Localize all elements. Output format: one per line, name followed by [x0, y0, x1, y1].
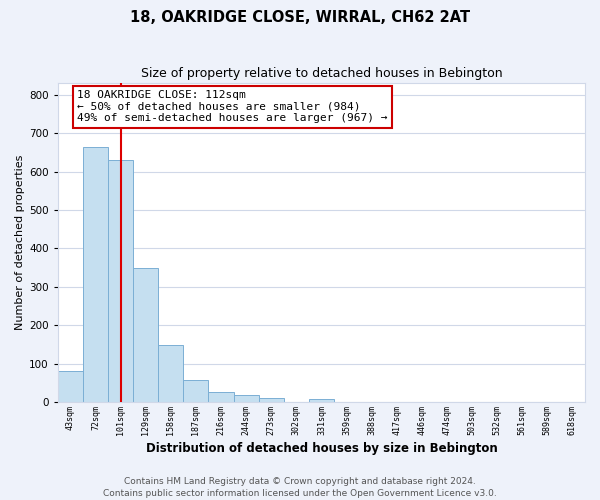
Bar: [309, 399, 334, 402]
Bar: [58, 370, 83, 402]
Bar: [208, 392, 233, 402]
Bar: [158, 346, 184, 403]
Text: 18 OAKRIDGE CLOSE: 112sqm
← 50% of detached houses are smaller (984)
49% of semi: 18 OAKRIDGE CLOSE: 112sqm ← 50% of detac…: [77, 90, 388, 123]
Bar: [133, 268, 158, 402]
Text: 18, OAKRIDGE CLOSE, WIRRAL, CH62 2AT: 18, OAKRIDGE CLOSE, WIRRAL, CH62 2AT: [130, 10, 470, 25]
Title: Size of property relative to detached houses in Bebington: Size of property relative to detached ho…: [140, 68, 502, 80]
Text: Contains HM Land Registry data © Crown copyright and database right 2024.
Contai: Contains HM Land Registry data © Crown c…: [103, 476, 497, 498]
Bar: [233, 396, 259, 402]
Bar: [108, 160, 133, 402]
Bar: [184, 380, 208, 402]
Bar: [83, 148, 108, 402]
Bar: [259, 398, 284, 402]
Y-axis label: Number of detached properties: Number of detached properties: [15, 155, 25, 330]
X-axis label: Distribution of detached houses by size in Bebington: Distribution of detached houses by size …: [146, 442, 497, 455]
